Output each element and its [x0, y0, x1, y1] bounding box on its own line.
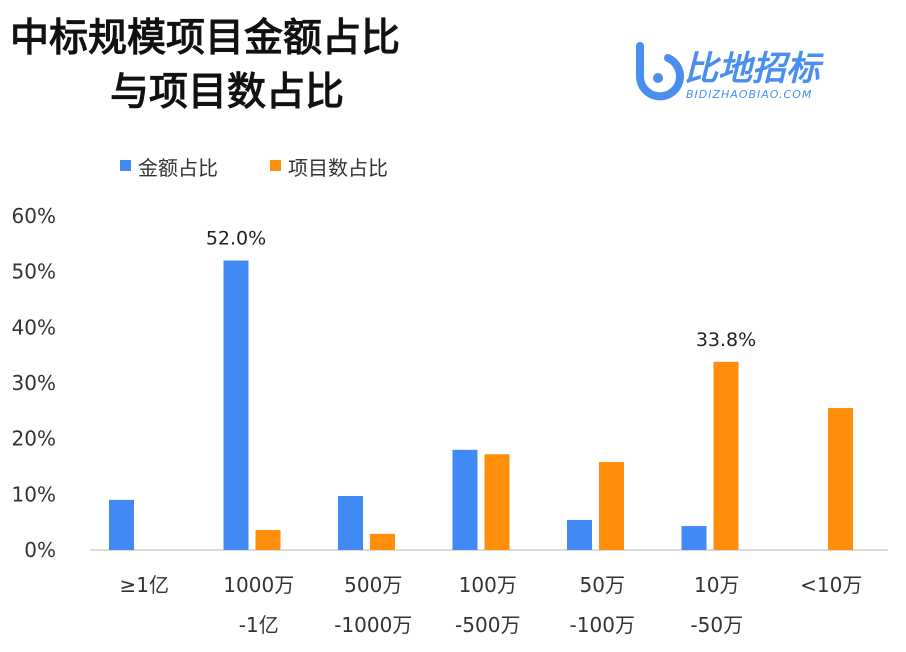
x-category-label: ≥1亿 [120, 573, 169, 597]
data-label: 52.0% [206, 228, 266, 250]
bar-count [370, 533, 395, 550]
bar-amount [452, 449, 478, 550]
y-tick-label: 0% [24, 538, 56, 562]
bar-count [599, 462, 624, 550]
y-tick-label: 50% [12, 260, 56, 284]
legend-swatch-0 [120, 160, 131, 171]
y-tick-label: 10% [12, 482, 56, 506]
svg-text:BIDIZHAOBIAO.COM: BIDIZHAOBIAO.COM [686, 88, 812, 101]
x-category-label: -500万 [455, 613, 520, 637]
bar-amount [567, 519, 592, 550]
legend-label-1: 项目数占比 [288, 156, 388, 180]
bar-amount [338, 496, 363, 550]
x-category-label: -50万 [690, 613, 743, 637]
data-label: 33.8% [696, 329, 756, 351]
bar-amount [109, 499, 134, 550]
bar-count [828, 408, 853, 550]
x-category-label: 500万 [344, 573, 402, 597]
x-category-label: 100万 [459, 573, 517, 597]
bidizhaobiao-logo: 比地招标 BIDIZHAOBIAO.COM [635, 42, 824, 101]
x-category-label: -1000万 [334, 613, 412, 637]
x-category-label: 10万 [694, 573, 739, 597]
bar-count [713, 361, 739, 550]
svg-text:比地招标: 比地招标 [684, 49, 824, 89]
y-tick-label: 30% [12, 371, 56, 395]
title-line-1: 中标规模项目金额占比 [10, 16, 401, 61]
x-category-label: -100万 [570, 613, 635, 637]
x-category-label: -1亿 [239, 613, 279, 637]
chart-title: 中标规模项目金额占比 与项目数占比 [10, 12, 400, 120]
legend-label-0: 金额占比 [138, 156, 218, 180]
legend-swatch-1 [270, 160, 281, 171]
bar-amount [681, 526, 707, 550]
title-line-2: 与项目数占比 [110, 70, 345, 115]
y-tick-label: 20% [12, 427, 56, 451]
y-tick-label: 40% [12, 315, 56, 339]
y-tick-label: 60% [12, 204, 56, 228]
x-category-label: 1000万 [223, 573, 294, 597]
bar-amount [223, 260, 249, 550]
x-category-label: <10万 [800, 573, 862, 597]
bar-count [484, 454, 510, 550]
x-category-label: 50万 [580, 573, 625, 597]
bar-count [255, 529, 281, 550]
